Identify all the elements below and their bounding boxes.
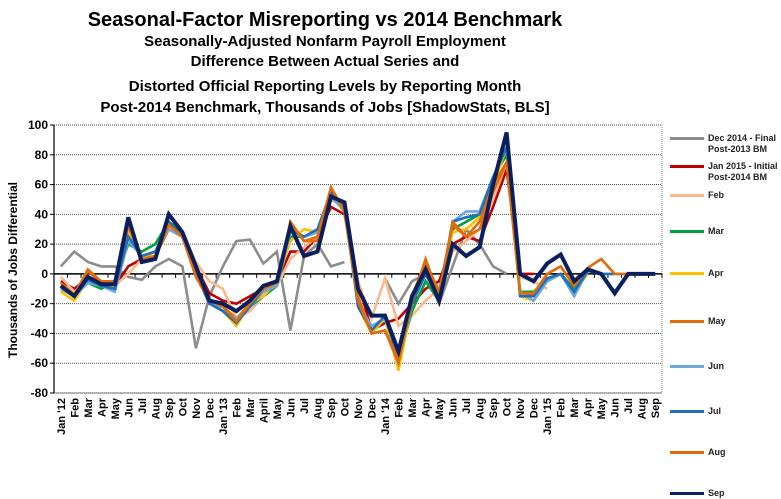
- x-tick-label: Mar: [569, 397, 581, 417]
- series-lines: [59, 131, 656, 372]
- x-tick-label: Jun: [610, 398, 622, 418]
- x-tick-label: Feb: [394, 398, 406, 418]
- legend-swatch: [670, 165, 704, 168]
- legend-swatch: [670, 230, 704, 233]
- x-tick-label: Mar: [245, 397, 257, 417]
- chart-subtitle-1: Seasonally-Adjusted Nonfarm Payroll Empl…: [144, 33, 506, 50]
- legend-label: Aug: [708, 447, 726, 457]
- x-tick-label: May: [596, 397, 608, 419]
- legend-label: Jul: [708, 406, 722, 416]
- x-tick-label: Aug: [312, 398, 324, 419]
- x-tick-label: Mar: [407, 397, 419, 417]
- chart-subtitle-3: Distorted Official Reporting Levels by R…: [128, 78, 522, 95]
- x-tick-label: Aug: [637, 398, 649, 419]
- x-tick-label: Jul: [623, 398, 635, 414]
- x-tick-label: Jul: [137, 398, 149, 414]
- legend-swatch: [670, 410, 704, 413]
- x-tick-label: Jan '13: [218, 398, 230, 435]
- y-tick-labels: 100 80 60 40 20 0 -20 -40 -60 -80: [28, 118, 48, 400]
- x-tick-label: April: [258, 398, 270, 423]
- legend-label: May: [708, 316, 726, 326]
- y-tick-label: 80: [35, 148, 49, 162]
- series-line-jul: [60, 142, 615, 366]
- y-tick-label: 100: [28, 118, 48, 132]
- legend-swatch: [670, 137, 704, 140]
- x-tick-label: Aug: [150, 398, 162, 419]
- legend-swatch: [670, 272, 704, 275]
- x-tick-label: Jan '14: [380, 397, 392, 435]
- x-tick-label: Mar: [83, 397, 95, 417]
- y-tick-label: 40: [35, 207, 49, 221]
- chart-title-block: Seasonal-Factor Misreporting vs 2014 Ben…: [0, 8, 650, 118]
- x-tick-labels: Jan '12 Feb Mar Apr May Jun Jul Aug Sep Oct Nov Dec…: [56, 397, 662, 435]
- x-tick-label: Jun: [285, 398, 297, 418]
- x-tick-label: May: [272, 397, 284, 419]
- x-tick-label: Sep: [164, 398, 176, 418]
- legend-swatch: [670, 365, 704, 368]
- x-tick-label: Nov: [191, 397, 203, 419]
- x-tick-label: Apr: [583, 397, 595, 417]
- y-tick-label: 20: [35, 237, 49, 251]
- y-tick-label: -80: [31, 386, 49, 400]
- series-line-jan-2015-initial-post-2014-bm: [60, 169, 534, 333]
- x-tick-label: Jun: [448, 398, 460, 418]
- series-line-sep: [59, 131, 656, 359]
- x-tick-label: May: [110, 397, 122, 419]
- chart-title: Seasonal-Factor Misreporting vs 2014 Ben…: [87, 9, 563, 31]
- legend-label: Apr: [708, 268, 724, 278]
- y-tick-label: 0: [41, 267, 48, 281]
- x-tick-label: Feb: [231, 398, 243, 418]
- legend-swatch: [670, 194, 704, 197]
- x-tick-label: Feb: [69, 398, 81, 418]
- series-line-dec-2014-final-post-2013-bm: [59, 226, 508, 349]
- x-tick-label: Oct: [502, 398, 514, 417]
- x-tick-label: Apr: [96, 397, 108, 417]
- x-tick-label: May: [434, 397, 446, 419]
- y-tick-label: -60: [31, 356, 49, 370]
- x-tick-label: Dec: [367, 398, 379, 418]
- x-tick-label: Jul: [461, 398, 473, 414]
- x-tick-label: Nov: [515, 397, 527, 419]
- x-tick-label: Sep: [326, 398, 338, 418]
- legend-label: Jun: [708, 361, 725, 371]
- legend-label: Mar: [708, 226, 725, 236]
- x-tick-label: Sep: [650, 398, 662, 418]
- y-tick-label: -20: [31, 297, 49, 311]
- x-tick-label: Apr: [421, 397, 433, 417]
- x-tick-label: Jul: [299, 398, 311, 414]
- x-tick-label: Jun: [123, 398, 135, 418]
- legend-swatch: [670, 320, 704, 323]
- x-tick-label: Dec: [529, 398, 541, 418]
- legend-swatch: [670, 451, 704, 454]
- y-axis-label: Thousands of Jobs Differential: [6, 182, 20, 358]
- chart-subtitle-4: Post-2014 Benchmark, Thousands of Jobs […: [100, 99, 550, 116]
- legend-label: Feb: [708, 190, 725, 200]
- chart-subtitle-2: Difference Between Actual Series and: [190, 53, 460, 70]
- x-tick-label: Oct: [339, 398, 351, 417]
- y-tick-label: 60: [35, 178, 49, 192]
- x-tick-label: Dec: [204, 398, 216, 418]
- x-tick-label: Jan '12: [56, 398, 68, 435]
- x-tick-label: Aug: [475, 398, 487, 419]
- x-tick-label: Sep: [488, 398, 500, 418]
- x-tick-label: Oct: [177, 398, 189, 417]
- legend-swatch: [670, 492, 704, 495]
- y-tick-label: -40: [31, 326, 49, 340]
- x-tick-label: Nov: [353, 397, 365, 419]
- legend-label: Sep: [708, 488, 725, 498]
- x-tick-label: Jan '15: [542, 398, 554, 435]
- x-tick-label: Feb: [556, 398, 568, 418]
- legend-label: Jan 2015 - Initial Post-2014 BM: [708, 161, 778, 182]
- legend-label: Dec 2014 - Final Post-2013 BM: [708, 133, 777, 154]
